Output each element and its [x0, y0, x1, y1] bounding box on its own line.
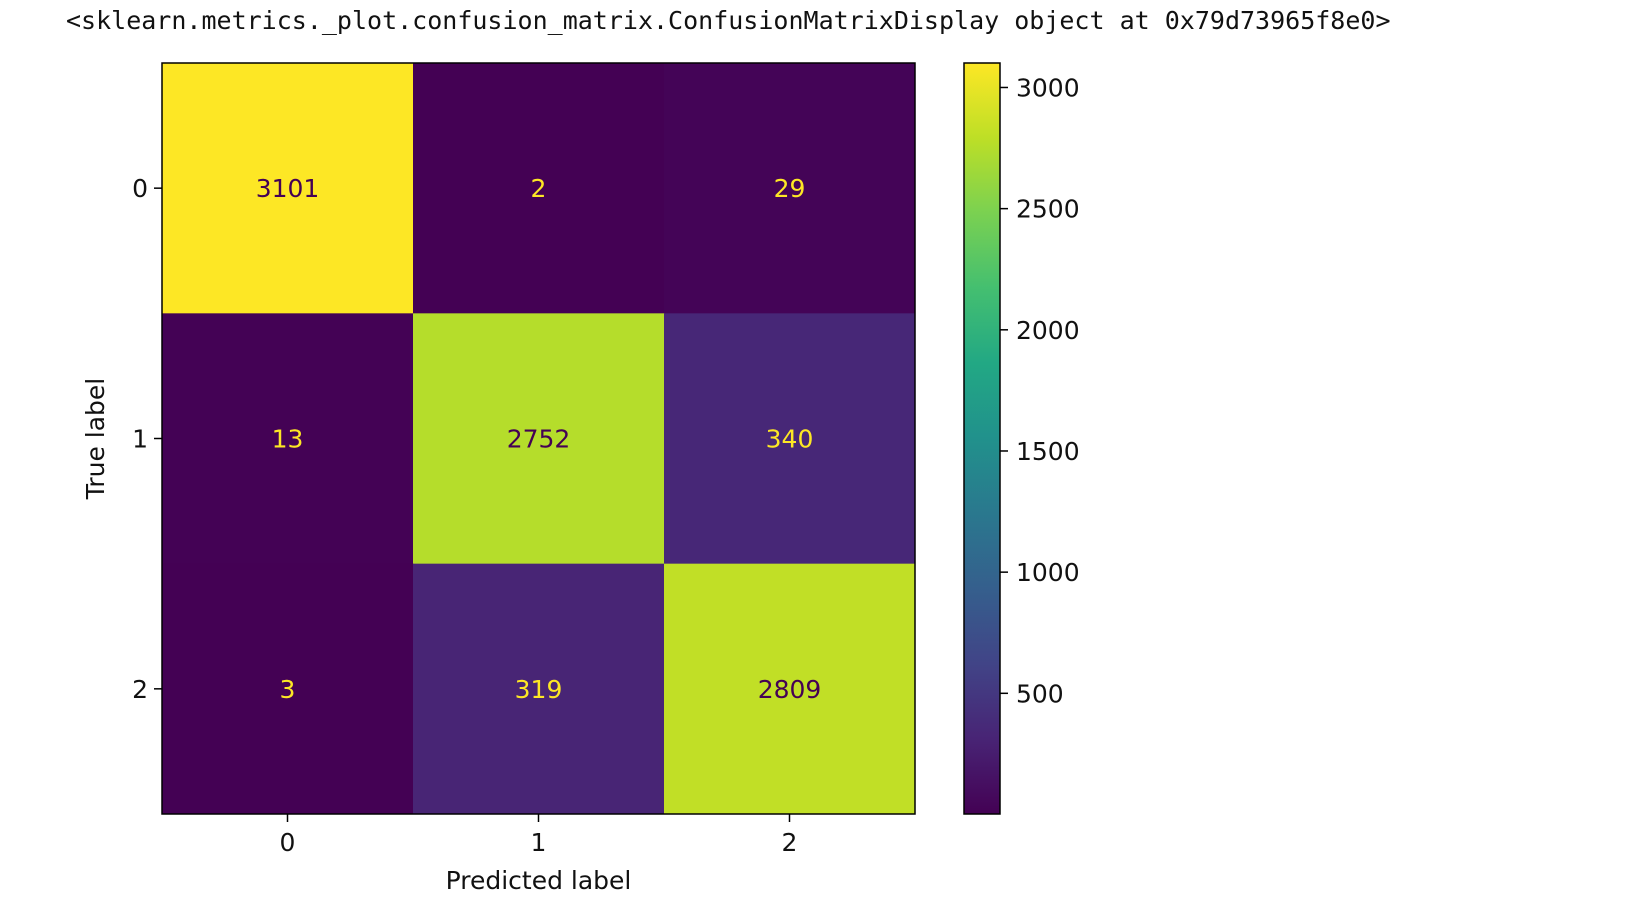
heatmap-cell-1-0: [162, 313, 414, 565]
x-axis-label: Predicted label: [446, 866, 632, 895]
colorbar-ticks: 500 1000 1500 2000 2500 3000: [1000, 73, 1080, 708]
cell-value-2-1: 319: [515, 675, 563, 704]
cell-value-labels: 3101 2 29 13 2752 340 3 319 2809: [256, 174, 822, 704]
cell-value-1-0: 13: [272, 425, 304, 454]
heatmap-cells: [162, 63, 916, 815]
heatmap-cell-2-0: [162, 563, 414, 815]
x-tick-label-0: 0: [280, 828, 296, 857]
colorbar-tick-label-4: 2500: [1016, 195, 1080, 224]
heatmap-cell-2-1: [413, 563, 665, 815]
cell-value-1-1: 2752: [507, 425, 571, 454]
x-tick-label-1: 1: [531, 828, 547, 857]
colorbar-tick-label-1: 1000: [1016, 558, 1080, 587]
y-tick-label-2: 2: [132, 675, 148, 704]
heatmap-cell-1-2: [664, 313, 916, 565]
y-axis-label: True label: [81, 378, 110, 501]
heatmap-cell-1-1: [413, 313, 665, 565]
colorbar-tick-label-2: 1500: [1016, 437, 1080, 466]
heatmap-cell-0-1: [413, 63, 665, 314]
y-tick-label-1: 1: [132, 425, 148, 454]
cell-value-0-1: 2: [531, 174, 547, 203]
x-tick-label-2: 2: [782, 828, 798, 857]
cell-output-repr: <sklearn.metrics._plot.confusion_matrix.…: [66, 6, 1391, 35]
cell-value-2-0: 3: [280, 675, 296, 704]
colorbar-tick-label-3: 2000: [1016, 316, 1080, 345]
colorbar: [963, 62, 1001, 815]
heatmap-cell-0-2: [664, 63, 916, 314]
cell-value-2-2: 2809: [758, 675, 822, 704]
colorbar-tick-label-0: 500: [1016, 679, 1064, 708]
cell-value-0-0: 3101: [256, 174, 320, 203]
heatmap-cell-0-0: [162, 63, 414, 314]
colorbar-tick-label-5: 3000: [1016, 73, 1080, 102]
heatmap-cell-2-2: [664, 563, 916, 815]
axis-ticks: 0 1 2 0 1 2: [132, 174, 797, 857]
y-tick-label-0: 0: [132, 174, 148, 203]
cell-value-1-2: 340: [766, 425, 814, 454]
cell-value-0-2: 29: [774, 174, 806, 203]
